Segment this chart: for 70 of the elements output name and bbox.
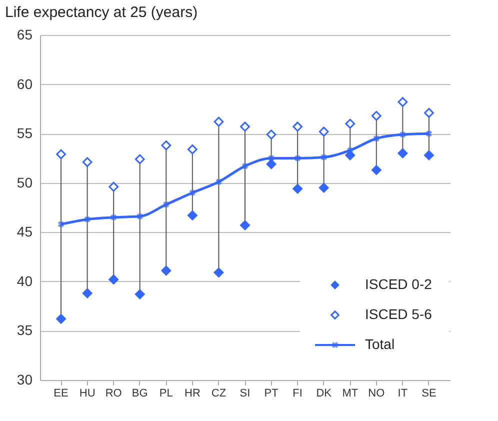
- x-tick-label: MT: [342, 388, 358, 400]
- point: [268, 155, 274, 162]
- chart-title: Life expectancy at 25 (years): [5, 4, 198, 21]
- point: [84, 216, 90, 222]
- point: [82, 288, 93, 298]
- point: [216, 178, 222, 185]
- x-tick-label: SI: [240, 388, 250, 400]
- x-tick-label: RO: [105, 388, 122, 400]
- point: [82, 157, 92, 168]
- point: [294, 155, 301, 162]
- point: [160, 265, 172, 276]
- point: [163, 201, 170, 208]
- point: [292, 184, 303, 194]
- point: [161, 140, 172, 150]
- point: [318, 126, 329, 137]
- y-tick-label: 65: [16, 26, 33, 42]
- x-tick-label: NO: [368, 388, 386, 400]
- point: [213, 267, 224, 278]
- point: [188, 144, 198, 154]
- x-tick-label: PT: [264, 388, 279, 400]
- point: [187, 210, 198, 221]
- x-tick-label: PL: [159, 388, 173, 400]
- point: [424, 150, 434, 160]
- x-tick-label: EE: [54, 388, 68, 400]
- point: [400, 131, 406, 138]
- point: [345, 118, 356, 129]
- point: [214, 116, 224, 127]
- point: [134, 154, 145, 164]
- x-tick-label: SE: [422, 388, 436, 400]
- point: [56, 149, 66, 160]
- point: [371, 110, 382, 121]
- x-tick-label: IT: [398, 388, 408, 400]
- point: [189, 190, 196, 196]
- point: [136, 213, 143, 220]
- point: [110, 214, 117, 220]
- point: [240, 220, 250, 230]
- point: [426, 130, 432, 137]
- point: [240, 122, 250, 132]
- x-tick-label: BG: [132, 388, 148, 400]
- point: [398, 97, 408, 107]
- legend-label: Total: [365, 336, 395, 352]
- x-tick-label: FI: [292, 388, 302, 400]
- y-tick-label: 40: [16, 272, 33, 289]
- point: [373, 135, 380, 142]
- legend-label: ISCED 0-2: [365, 276, 432, 292]
- point: [134, 289, 146, 300]
- point: [424, 108, 434, 118]
- point: [242, 162, 248, 170]
- legend-label: ISCED 5-6: [365, 306, 432, 322]
- point: [58, 221, 64, 228]
- y-tick-label: 30: [16, 372, 33, 388]
- point: [108, 274, 119, 285]
- y-tick-label: 60: [16, 76, 33, 92]
- point: [56, 314, 66, 324]
- point: [292, 122, 302, 132]
- point: [371, 164, 382, 176]
- point: [318, 182, 330, 194]
- x-tick-label: HU: [79, 388, 96, 400]
- y-tick-label: 35: [16, 322, 33, 338]
- x-tick-label: HR: [184, 388, 200, 400]
- point: [397, 148, 408, 159]
- point: [266, 158, 277, 170]
- point: [266, 130, 276, 140]
- y-tick-label: 55: [16, 125, 33, 142]
- x-tick-label: DK: [316, 388, 332, 400]
- y-tick-label: 50: [16, 174, 33, 190]
- y-tick-label: 45: [16, 224, 33, 240]
- x-tick-label: CZ: [211, 388, 226, 400]
- point: [320, 154, 327, 160]
- point: [108, 182, 119, 192]
